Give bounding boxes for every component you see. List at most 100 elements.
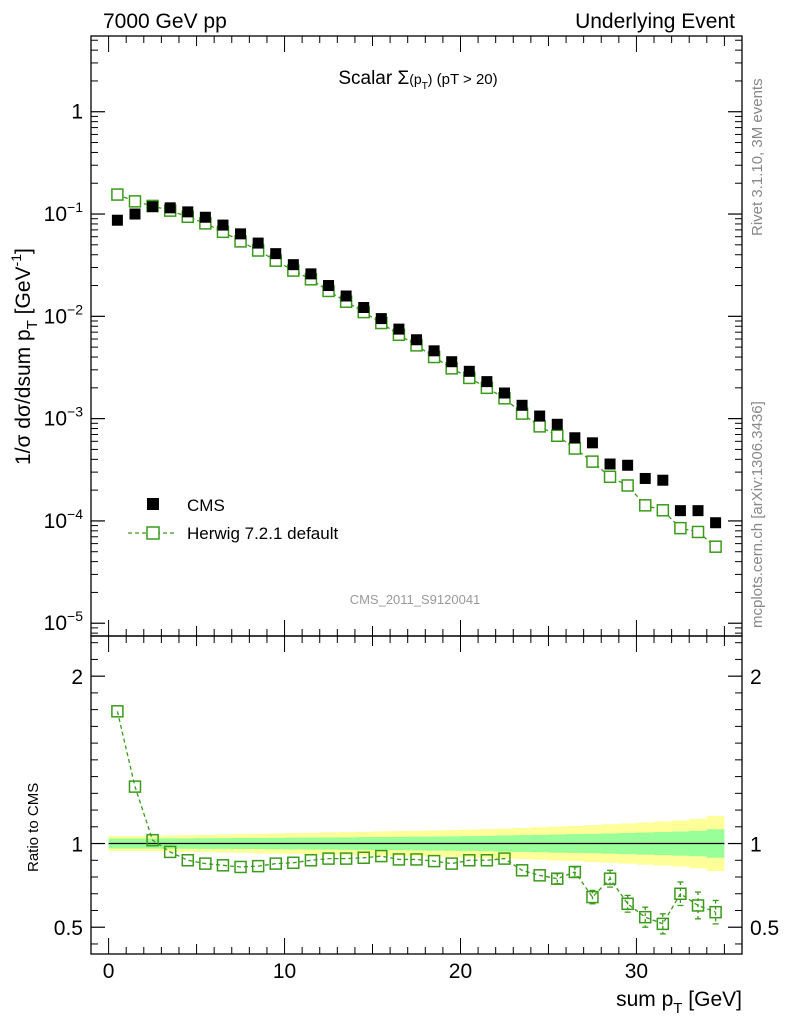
cms-point	[358, 301, 370, 313]
legend-herwig-label: Herwig 7.2.1 default	[187, 524, 338, 543]
herwig-point	[551, 429, 564, 443]
herwig-point	[128, 195, 142, 208]
cms-point	[323, 280, 335, 292]
cms-point	[393, 323, 405, 335]
ratio-herwig-point	[375, 849, 388, 863]
ratio-herwig-point	[128, 780, 142, 793]
ratio-herwig-point	[146, 833, 159, 847]
cms-point	[674, 505, 686, 517]
ratio-herwig-point	[656, 917, 670, 931]
herwig-point	[586, 455, 599, 468]
header-left: 7000 GeV pp	[103, 10, 227, 33]
herwig-point	[568, 442, 582, 455]
herwig-point	[656, 504, 670, 517]
cms-point	[551, 418, 563, 430]
main-ytick-label: 10−3	[44, 404, 84, 431]
ratio-frame	[90, 635, 743, 955]
herwig-point	[603, 470, 617, 484]
herwig-point	[674, 521, 687, 535]
legend-herwig-marker	[146, 526, 160, 540]
cms-point	[569, 432, 581, 444]
herwig-point	[533, 420, 546, 433]
ratio-herwig-point	[427, 854, 441, 868]
ratio-herwig-point	[251, 859, 265, 873]
ratio-panel: 2 2 1 1 0.5 0.5 0 10 20 30	[54, 635, 779, 983]
ratio-herwig-point	[357, 851, 370, 865]
ratio-herwig-point	[638, 910, 652, 924]
main-ytick-label: 10−5	[44, 608, 84, 635]
main-ytick-label: 10−1	[44, 199, 84, 226]
ratio-ytick-label-right: 2	[750, 666, 762, 689]
ratio-ytick-label-right: 0.5	[750, 917, 779, 940]
ratio-herwig-point	[551, 872, 564, 885]
legend: CMS Herwig 7.2.1 default	[128, 496, 338, 543]
watermark: CMS_2011_S9120041	[350, 592, 481, 607]
ratio-ytick-label: 1	[71, 834, 83, 857]
cms-point	[235, 228, 247, 240]
ratio-herwig-point	[621, 897, 634, 911]
ratio-ylabel: Ratio to CMS	[25, 783, 42, 872]
cms-point	[111, 214, 123, 226]
paper-label: mcplots.cern.ch [arXiv:1306.3436]	[749, 401, 766, 628]
cms-point	[217, 219, 229, 231]
ratio-herwig-point	[533, 869, 546, 882]
ratio-herwig-point	[234, 860, 247, 874]
cms-point	[199, 211, 211, 223]
cms-point	[411, 334, 422, 346]
cms-point	[375, 313, 387, 325]
cms-point	[498, 387, 510, 399]
herwig-point	[638, 499, 652, 512]
cms-point	[340, 290, 352, 302]
legend-cms-marker	[147, 498, 159, 510]
cms-point	[446, 356, 458, 368]
ratio-herwig-line	[116, 711, 716, 925]
cms-point	[305, 268, 317, 280]
cms-point	[164, 202, 176, 214]
cms-point	[481, 376, 493, 388]
ratio-herwig-point	[304, 854, 318, 867]
herwig-line	[117, 193, 717, 548]
ratio-herwig-point	[322, 852, 335, 865]
herwig-point	[709, 540, 722, 553]
legend-cms-label: CMS	[187, 496, 225, 515]
cms-point	[129, 208, 141, 220]
ratio-herwig-point	[392, 853, 406, 866]
xtick-label: 30	[625, 960, 648, 983]
ratio-herwig-point	[199, 857, 212, 870]
cms-point	[639, 472, 651, 484]
ratio-herwig-point	[181, 854, 195, 867]
ratio-herwig-point	[515, 864, 529, 877]
ratio-herwig-point	[463, 854, 476, 867]
cms-point	[270, 248, 282, 260]
ratio-herwig-point	[674, 887, 687, 900]
herwig-point	[621, 479, 634, 492]
cms-point	[147, 201, 159, 213]
cms-point	[622, 459, 634, 471]
xtick-label: 20	[449, 960, 472, 983]
cms-point	[657, 474, 669, 486]
cms-point	[252, 237, 264, 249]
ratio-herwig-point	[111, 705, 124, 718]
ratio-herwig-point	[480, 854, 494, 867]
ratio-herwig-point	[445, 857, 458, 870]
herwig-point	[691, 525, 705, 539]
cms-point	[710, 517, 722, 529]
cms-point	[692, 505, 704, 517]
ratio-herwig-point	[498, 852, 511, 865]
cms-point	[287, 259, 299, 271]
herwig-point	[111, 188, 124, 201]
ratio-herwig-point	[691, 899, 705, 912]
cms-point	[604, 458, 616, 470]
ratio-ytick-label: 2	[71, 666, 83, 689]
header-right: Underlying Event	[575, 10, 735, 33]
ratio-herwig-point	[287, 856, 300, 870]
main-panel: 110−110−210−310−410−5 CMS_2011_S9120041 …	[44, 35, 743, 637]
main-ytick-label: 10−2	[44, 301, 84, 328]
main-ytick-label: 10−4	[44, 506, 84, 533]
ratio-herwig-point	[269, 857, 282, 870]
cms-point	[182, 206, 194, 218]
cms-point	[463, 365, 475, 377]
xlabel: sum pT [GeV]	[616, 988, 742, 1017]
cms-point	[428, 345, 440, 357]
